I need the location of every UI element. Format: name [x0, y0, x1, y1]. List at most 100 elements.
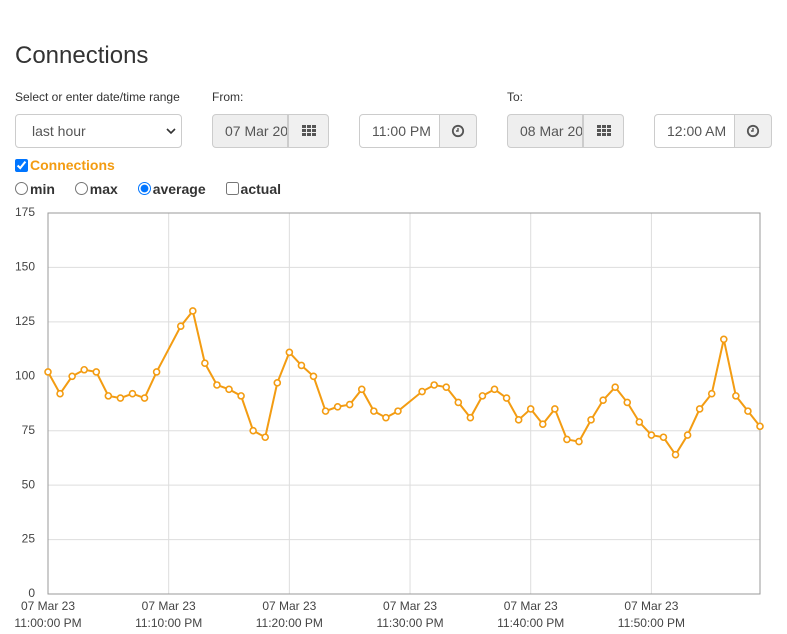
data-point: [345, 400, 354, 409]
data-point: [611, 383, 619, 391]
data-point: [635, 418, 644, 426]
y-tick-label: 50: [22, 477, 36, 491]
y-tick-label: 100: [15, 368, 35, 382]
calendar-icon: [596, 125, 611, 136]
data-point: [514, 416, 523, 424]
from-time-button[interactable]: [439, 114, 477, 148]
data-point: [189, 307, 197, 315]
mode-radio[interactable]: [15, 182, 28, 195]
series-toggle-label: Connections: [30, 157, 115, 173]
calendar-icon: [301, 125, 316, 136]
data-point: [68, 372, 76, 381]
data-point: [442, 383, 451, 391]
from-date[interactable]: 07 Mar 2023: [212, 114, 288, 148]
to-time[interactable]: 12:00 AM: [654, 114, 735, 148]
from-time[interactable]: 11:00 PM: [359, 114, 440, 148]
from-label: From:: [212, 90, 244, 104]
x-tick-label: 11:00:00 PM: [14, 616, 81, 630]
data-point: [382, 413, 390, 422]
mode-label: average: [152, 181, 206, 197]
x-tick-label: 07 Mar 23: [262, 599, 316, 613]
data-point: [551, 405, 559, 413]
data-point: [285, 348, 294, 357]
x-tick-label: 07 Mar 23: [383, 599, 437, 613]
data-point: [418, 387, 426, 396]
series-line: [47, 308, 761, 457]
data-point: [116, 394, 125, 402]
from-date-button[interactable]: [288, 114, 329, 148]
range-select[interactable]: last hour: [15, 114, 182, 148]
data-point: [538, 420, 547, 428]
data-point: [213, 381, 221, 389]
y-tick-label: 150: [15, 260, 35, 274]
x-tick-label: 11:40:00 PM: [497, 616, 564, 630]
data-point: [44, 368, 52, 376]
x-tick-label: 11:30:00 PM: [376, 616, 443, 630]
select-chevron: [166, 128, 176, 135]
mode-checkbox[interactable]: [225, 182, 239, 195]
data-point: [478, 392, 487, 400]
data-point: [237, 392, 245, 400]
data-point: [321, 407, 330, 415]
mode-radio[interactable]: [74, 182, 88, 195]
y-tick-label: 0: [28, 586, 35, 600]
data-point: [56, 389, 64, 398]
data-point: [80, 365, 89, 374]
data-point: [671, 450, 680, 459]
data-point: [647, 431, 656, 439]
data-point: [466, 413, 475, 422]
data-point: [357, 385, 366, 394]
data-point: [128, 389, 137, 398]
data-point: [370, 407, 378, 415]
to-date-button[interactable]: [583, 114, 624, 148]
y-tick-label: 25: [22, 532, 36, 546]
data-point: [695, 405, 704, 413]
chart: 0 25 50 75 100 125 150 175 07 Mar 23 11:00:00 PM 0…: [14, 205, 764, 630]
data-point: [502, 394, 511, 402]
data-point: [526, 405, 535, 413]
data-point: [563, 435, 571, 444]
series-checkbox[interactable]: [15, 159, 28, 172]
data-point: [201, 359, 209, 368]
clock-icon: [451, 124, 465, 138]
x-tick-label: 07 Mar 23: [142, 599, 196, 613]
mode-label: min: [30, 181, 55, 197]
data-point: [394, 407, 402, 415]
range-label: Select or enter date/time range: [15, 90, 180, 104]
data-point: [659, 433, 668, 442]
y-tick-label: 175: [15, 205, 35, 219]
to-label: To:: [507, 90, 524, 104]
data-point: [587, 416, 595, 424]
data-point: [333, 402, 342, 411]
x-tick-label: 11:50:00 PM: [618, 616, 685, 630]
data-point: [744, 407, 752, 415]
data-point: [732, 392, 740, 400]
mode-label: actual: [240, 181, 281, 197]
data-point: [430, 381, 438, 389]
data-point: [249, 426, 257, 435]
data-point: [719, 335, 728, 344]
data-point: [683, 431, 692, 439]
data-point: [623, 398, 632, 407]
series-toggle: Connections: [13, 157, 115, 173]
mode-options: min max average actual: [13, 181, 281, 197]
page-title: Connections: [15, 42, 149, 69]
mode-radio[interactable]: [137, 182, 151, 195]
data-point: [176, 322, 185, 331]
data-point: [707, 389, 716, 398]
data-point: [92, 368, 101, 376]
to-time-button[interactable]: [734, 114, 772, 148]
data-point: [756, 422, 764, 431]
data-point: [599, 396, 607, 405]
data-point: [225, 385, 233, 394]
plot-border: [47, 212, 761, 595]
data-point: [575, 437, 583, 446]
mode-label: max: [89, 181, 118, 197]
data-point: [261, 433, 270, 442]
data-point: [297, 361, 306, 370]
data-point: [273, 379, 282, 387]
x-tick-label: 07 Mar 23: [624, 599, 678, 613]
data-point: [104, 392, 113, 400]
to-date[interactable]: 08 Mar 2023: [507, 114, 583, 148]
